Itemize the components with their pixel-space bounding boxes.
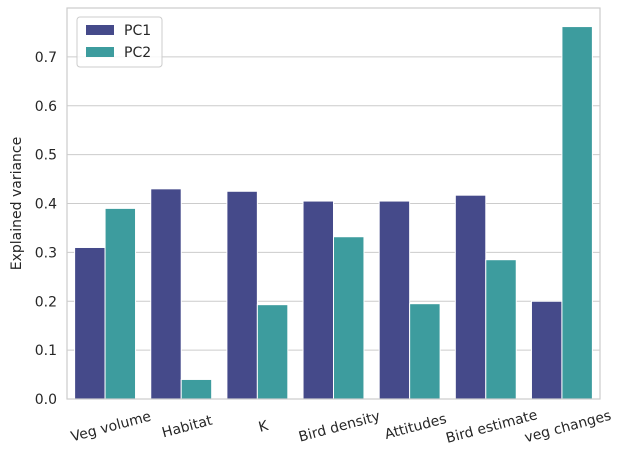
x-tick-label: Veg volume	[69, 409, 153, 446]
y-tick-label: 0.1	[35, 343, 57, 359]
bar-pc2-3	[333, 236, 365, 400]
x-tick-label: K	[257, 418, 271, 436]
y-axis-label: Explained variance	[9, 137, 25, 270]
bar-pc1-3	[302, 200, 334, 400]
bar-pc1-6	[530, 300, 563, 400]
y-ticks: 0.0 0.1 0.2 0.3 0.4 0.5 0.6 0.7	[35, 50, 57, 408]
y-tick-label: 0.0	[35, 392, 57, 408]
x-tick-label: Habitat	[160, 412, 214, 441]
y-tick-label: 0.2	[35, 294, 57, 310]
bar-pc2-1	[180, 378, 213, 400]
x-ticks: Veg volume Habitat K Bird density AttitudesB…	[69, 407, 613, 447]
bar-pc1-5	[454, 194, 487, 400]
bar-pc2-5	[485, 259, 517, 400]
bar-pc2-2	[256, 304, 289, 400]
legend-swatch-pc2	[86, 47, 114, 57]
plot-frame	[66, 7, 601, 400]
bar-pc2-6	[561, 26, 593, 400]
bars	[74, 26, 593, 400]
bar-pc1-0	[74, 246, 106, 400]
bar-pc1-1	[150, 188, 182, 400]
y-tick-label: 0.5	[35, 148, 57, 164]
x-tick-label: Bird density	[297, 408, 382, 445]
legend-swatch-pc1	[86, 25, 114, 35]
bar-pc2-0	[104, 207, 137, 400]
bar-pc1-4	[378, 200, 411, 400]
y-tick-label: 0.4	[35, 197, 57, 213]
legend-label-pc2: PC2	[124, 45, 151, 61]
legend-label-pc1: PC1	[124, 23, 151, 39]
y-tick-label: 0.3	[35, 245, 57, 261]
bar-pc2-4	[409, 303, 441, 400]
y-tick-label: 0.7	[35, 50, 57, 66]
x-tick-label: Attitudes	[383, 411, 448, 443]
y-tick-label: 0.6	[35, 99, 57, 115]
bar-pc1-2	[226, 190, 258, 400]
